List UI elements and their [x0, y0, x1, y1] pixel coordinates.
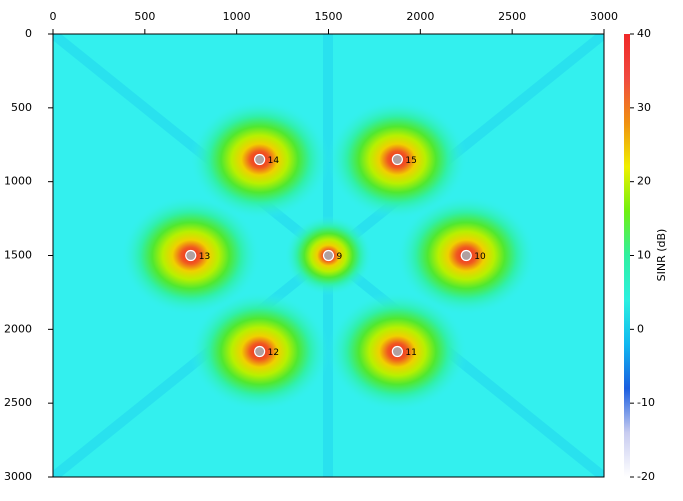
- y-tick-label: 2000: [4, 322, 32, 335]
- base-station: [460, 249, 472, 262]
- colorbar-tick-label: -10: [637, 396, 655, 409]
- station-label: 15: [405, 156, 416, 166]
- station-label: 13: [199, 252, 210, 262]
- y-tick-label: 1000: [4, 175, 32, 188]
- x-tick-label: 2000: [406, 10, 434, 23]
- base-station: [391, 153, 403, 166]
- station-label: 10: [474, 252, 486, 262]
- x-tick-label: 0: [50, 10, 57, 23]
- station-label: 9: [337, 252, 343, 262]
- x-tick-label: 3000: [590, 10, 618, 23]
- colorbar-tick-label: 30: [637, 101, 651, 114]
- y-tick-label: 1500: [4, 249, 32, 262]
- colorbar-tick-label: 20: [637, 175, 651, 188]
- y-tick-label: 2500: [4, 396, 32, 409]
- x-tick-label: 2500: [498, 10, 526, 23]
- colorbar-label: SINR (dB): [655, 229, 668, 282]
- colorbar-tick-label: -20: [637, 470, 655, 483]
- colorbar-tick-label: 40: [637, 27, 651, 40]
- colorbar: [624, 34, 630, 477]
- y-tick-label: 0: [25, 27, 32, 40]
- base-station: [185, 249, 197, 262]
- base-station: [254, 153, 266, 166]
- y-tick-label: 500: [11, 101, 32, 114]
- x-tick-label: 1500: [315, 10, 343, 23]
- base-station: [391, 345, 403, 358]
- base-station: [322, 249, 335, 262]
- marks: 9 10 11 12 13 14 15: [185, 153, 486, 358]
- x-tick-label: 1000: [223, 10, 251, 23]
- station-label: 14: [268, 156, 280, 166]
- y-tick-label: 3000: [4, 470, 32, 483]
- station-label: 11: [405, 348, 416, 358]
- colorbar-tick-label: 10: [637, 249, 651, 262]
- colorbar-tick-label: 0: [637, 322, 644, 335]
- station-label: 12: [268, 348, 279, 358]
- x-tick-label: 500: [134, 10, 155, 23]
- base-station: [254, 345, 266, 358]
